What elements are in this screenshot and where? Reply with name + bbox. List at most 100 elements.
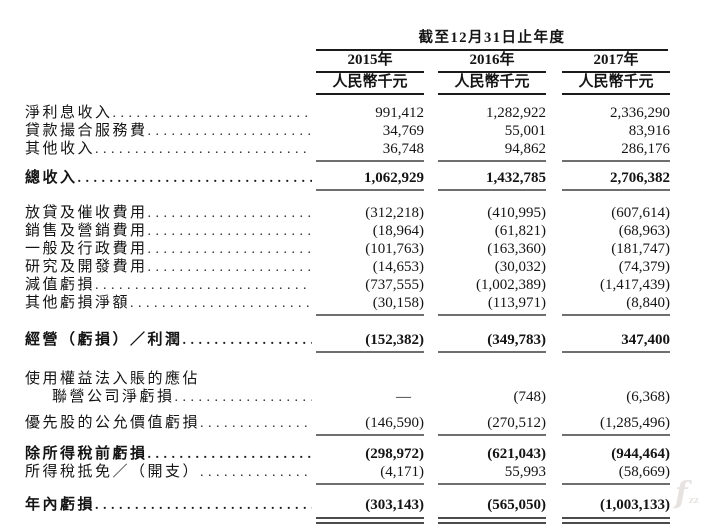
column-header-2017: 2017年	[593, 52, 639, 68]
unit-header-row: 人民幣千元 人民幣千元 人民幣千元	[25, 74, 673, 91]
table-row: 所得稅抵免／（開支） (4,171) 55,993 (58,669)	[25, 463, 673, 481]
rule-line	[562, 314, 670, 316]
section-spacer	[25, 317, 673, 331]
cell-value: (58,669)	[618, 464, 670, 480]
cell-value: 34,769	[382, 123, 424, 139]
dot-leader	[95, 497, 312, 515]
cell-value: (163,360)	[487, 241, 546, 257]
table-row: 銷售及營銷費用 (18,964) (61,821) (68,963)	[25, 222, 673, 240]
cell-value: (74,379)	[618, 259, 670, 275]
dot-leader	[95, 141, 312, 159]
row-label: 所得稅抵免／（開支）	[25, 464, 201, 480]
cell-value: (944,464)	[611, 446, 670, 462]
dot-leader	[148, 241, 312, 259]
rule-line	[316, 434, 424, 436]
cell-value: 1,432,785	[486, 170, 546, 186]
cell-value: (298,972)	[365, 446, 424, 462]
row-label-cell: 其他虧損淨額	[25, 294, 316, 313]
rule-line	[438, 351, 546, 353]
cell-value: 55,001	[504, 123, 546, 139]
table-row: 貸款撮合服務費 34,769 55,001 83,916	[25, 122, 673, 140]
cell-value: 347,400	[621, 332, 670, 348]
row-label-cell: 經營（虧損）／利潤	[25, 331, 316, 350]
rule-line	[316, 351, 424, 353]
table-row: 研究及開發費用 (14,653) (30,032) (74,379)	[25, 258, 673, 276]
cell-value: (1,285,496)	[600, 415, 670, 431]
cell-value: 286,176	[621, 141, 670, 157]
cell-value: 1,282,922	[486, 105, 546, 121]
cell-value: (270,512)	[487, 415, 546, 431]
row-label: 除所得稅前虧損	[25, 446, 148, 462]
rule-line	[316, 483, 424, 485]
row-label: 銷售及營銷費用	[25, 223, 148, 239]
rule-line	[438, 314, 546, 316]
row-label-cell: 研究及開發費用	[25, 258, 316, 277]
section-spacer	[25, 406, 673, 414]
row-label: 減值虧損	[25, 277, 96, 293]
dot-leader	[175, 389, 312, 407]
cell-value: (1,002,389)	[476, 277, 546, 293]
section-spacer	[25, 192, 673, 204]
cell-value: (181,747)	[611, 241, 670, 257]
row-label-cell: 年內虧損	[25, 496, 316, 515]
dot-leader	[148, 259, 312, 277]
table-body: 淨利息收入 991,412 1,282,922 2,336,290 貸款撮合服務費 34,…	[25, 96, 673, 524]
section-spacer	[25, 96, 673, 104]
dot-leader	[148, 223, 312, 241]
row-label-cell: 淨利息收入	[25, 104, 316, 123]
table-row: 總收入 1,062,929 1,432,785 2,706,382	[25, 169, 673, 187]
row-label-cell: 放貸及催收費用	[25, 204, 316, 223]
column-rule	[25, 351, 673, 353]
dot-leader	[200, 464, 312, 482]
row-label-cell: 使用權益法入賬的應佔	[25, 370, 316, 388]
row-label: 總收入	[25, 170, 78, 186]
year-rule-2015	[316, 71, 424, 73]
row-label: 優先股的公允價值虧損	[25, 415, 201, 431]
cell-value: (1,417,439)	[600, 277, 670, 293]
row-label: 一般及行政費用	[25, 241, 148, 257]
row-label-cell: 其他收入	[25, 140, 316, 159]
cell-value: 94,862	[504, 141, 546, 157]
table-row: 減值虧損 (737,555) (1,002,389) (1,417,439)	[25, 276, 673, 294]
row-label: 貸款撮合服務費	[25, 123, 148, 139]
table-row: 聯營公司淨虧損 — (748) (6,368)	[25, 388, 673, 406]
unit-header-2016: 人民幣千元	[454, 74, 530, 90]
rule-line	[438, 434, 546, 436]
income-statement-table: 截至12月31日止年度 2015年 2016年 2017年 人民幣千元 人民幣千…	[25, 30, 673, 525]
period-header-rule	[25, 49, 673, 51]
dot-leader	[95, 277, 312, 295]
row-label: 放貸及催收費用	[25, 205, 148, 221]
cell-value: (748)	[513, 389, 547, 405]
rule-line	[438, 483, 546, 485]
row-label: 年內虧損	[25, 497, 96, 513]
rule-line	[562, 483, 670, 485]
rule-line	[316, 314, 424, 316]
row-label-cell: 貸款撮合服務費	[25, 122, 316, 141]
dot-leader	[200, 415, 312, 433]
row-label-cell: 總收入	[25, 169, 316, 188]
cell-value: (14,653)	[372, 259, 424, 275]
row-label: 聯營公司淨虧損	[52, 389, 175, 405]
cell-value: (101,763)	[365, 241, 424, 257]
row-label-cell: 聯營公司淨虧損	[25, 388, 316, 407]
row-label: 經營（虧損）／利潤	[25, 332, 183, 348]
rule-line	[438, 189, 546, 191]
table-row: 一般及行政費用 (101,763) (163,360) (181,747)	[25, 240, 673, 258]
column-rule	[25, 189, 673, 191]
cell-value: (4,171)	[380, 464, 424, 480]
cell-value: (565,050)	[487, 497, 546, 513]
unit-rule-2016	[438, 93, 546, 95]
row-label: 研究及開發費用	[25, 259, 148, 275]
table-row: 其他虧損淨額 (30,158) (113,971) (8,840)	[25, 294, 673, 312]
dot-leader	[148, 446, 312, 464]
column-header-2015: 2015年	[347, 52, 393, 68]
unit-header-2017: 人民幣千元	[578, 74, 654, 90]
row-label: 淨利息收入	[25, 105, 113, 121]
period-header-row: 截至12月31日止年度	[25, 30, 673, 47]
cell-value: (18,964)	[372, 223, 424, 239]
row-label: 其他收入	[25, 141, 96, 157]
dot-leader	[183, 332, 312, 350]
table-row: 年內虧損 (303,143) (565,050) (1,003,133)	[25, 496, 673, 514]
table-row: 放貸及催收費用 (312,218) (410,995) (607,614)	[25, 204, 673, 222]
column-rule	[25, 314, 673, 316]
